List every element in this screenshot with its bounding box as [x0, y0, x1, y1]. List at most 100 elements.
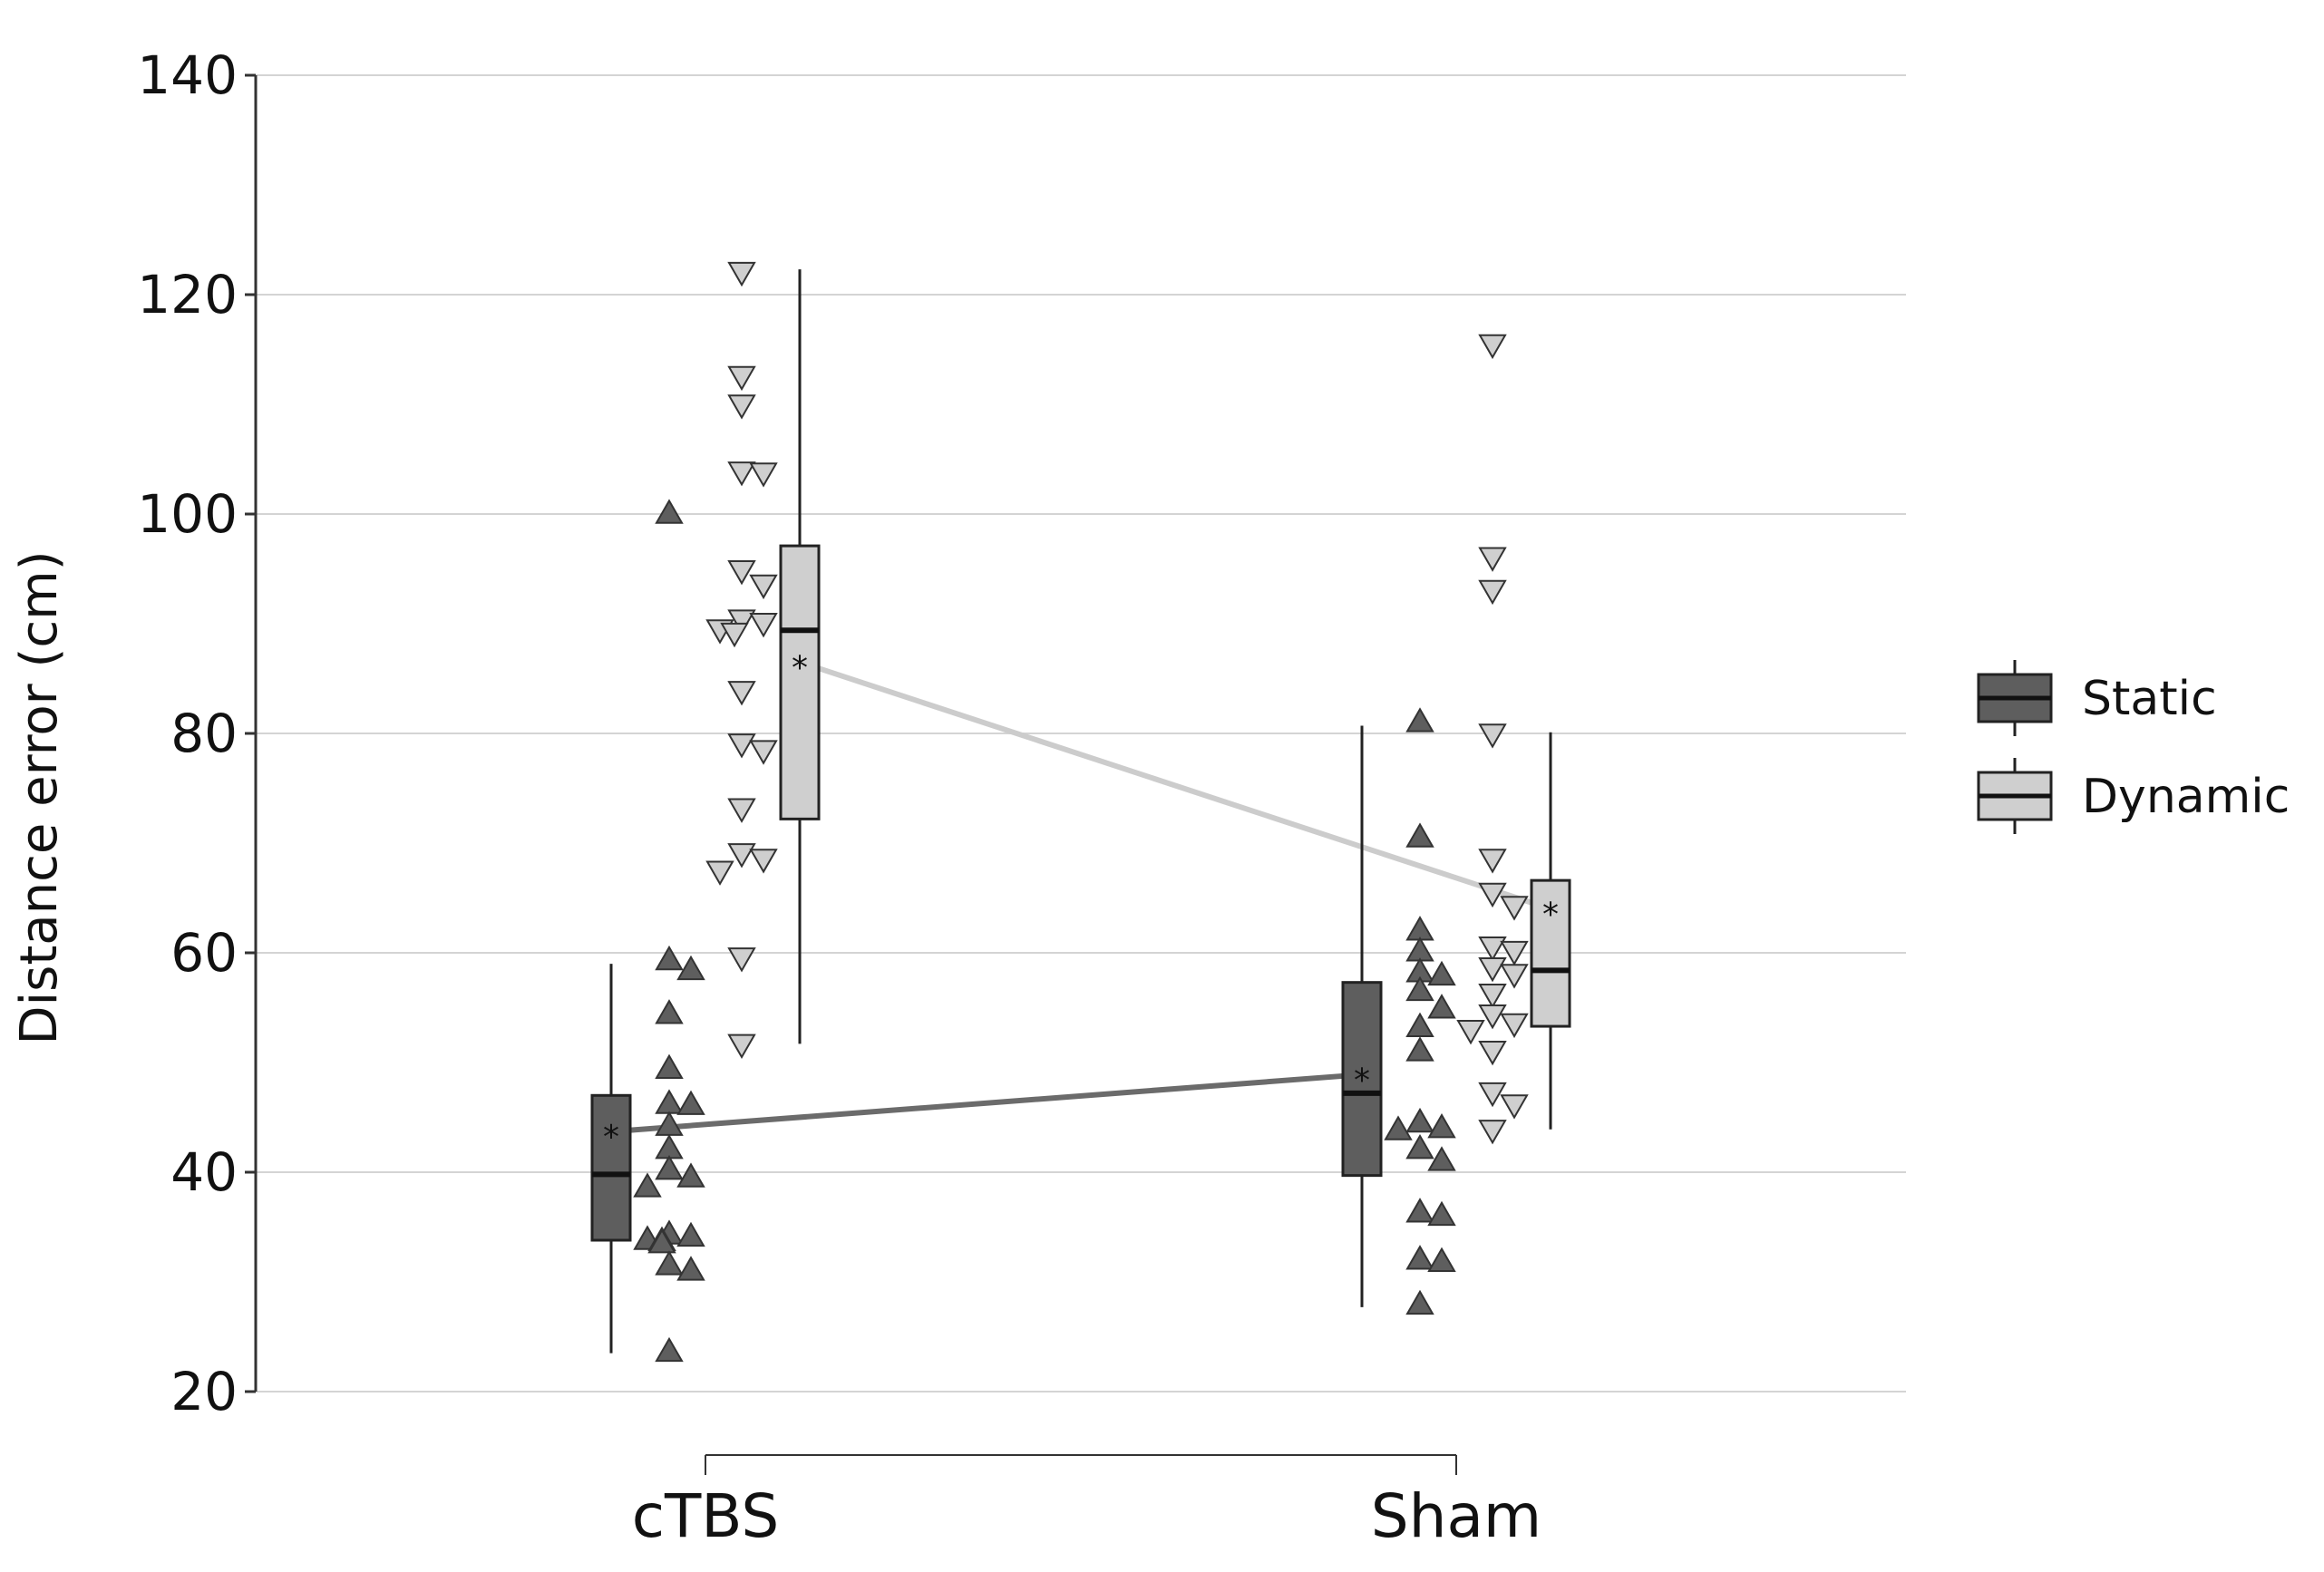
dynamic-data-point — [1478, 1082, 1507, 1108]
static-sham-box — [1341, 981, 1383, 1178]
static-data-point — [1405, 1036, 1434, 1062]
dynamic-data-point — [1478, 547, 1507, 572]
dynamic-data-point — [1478, 1004, 1507, 1030]
dynamic-data-point — [727, 947, 756, 973]
y-tick-label: 120 — [137, 264, 238, 325]
static-data-point — [655, 1250, 684, 1276]
static-data-point — [676, 955, 705, 981]
static-data-point — [676, 1221, 705, 1247]
gridlines — [256, 74, 1906, 1392]
static-sham-mean-marker: * — [1354, 1062, 1370, 1099]
static-ctbs-mean-marker: * — [603, 1119, 619, 1156]
dynamic-data-point — [727, 461, 756, 487]
static-data-point — [1405, 975, 1434, 1002]
static-data-point — [1405, 1133, 1434, 1160]
static-data-point — [1405, 822, 1434, 848]
dynamic-data-point — [1478, 936, 1507, 962]
dynamic-data-point — [727, 733, 756, 759]
static-data-point — [1405, 1198, 1434, 1223]
dynamic-data-point — [727, 798, 756, 823]
static-data-point — [1427, 1200, 1456, 1227]
static-data-point — [655, 1089, 684, 1114]
dynamic-sham-box — [1530, 878, 1571, 1028]
y-tick-label: 140 — [137, 44, 238, 106]
static-data-point — [1427, 994, 1456, 1019]
y-tick-label: 60 — [170, 922, 238, 984]
dynamic-data-point — [749, 613, 778, 638]
dynamic-data-point — [1478, 723, 1507, 749]
y-axis: 20 40 60 80 100 120 140 — [137, 44, 258, 1422]
dynamic-data-point — [720, 622, 749, 648]
static-data-point — [676, 1256, 705, 1281]
x-tick-label-sham: Sham — [1371, 1481, 1541, 1551]
dynamic-data-point — [727, 609, 756, 635]
static-data-point — [655, 1154, 684, 1180]
static-data-point — [633, 1172, 662, 1198]
dynamic-data-point — [1456, 1019, 1485, 1045]
static-data-point — [655, 999, 684, 1024]
static-data-point — [655, 1053, 684, 1080]
dynamic-data-point — [1478, 334, 1507, 360]
y-tick-label: 40 — [170, 1141, 238, 1203]
static-data-point — [1405, 1289, 1434, 1315]
dynamic-sham-mean-marker: * — [1542, 897, 1559, 934]
dynamic-data-point — [1478, 1120, 1507, 1145]
y-axis-title: Distance error (cm) — [10, 550, 69, 1044]
legend-label-dynamic: Dynamic — [2082, 770, 2290, 824]
x-axis: cTBS Sham — [632, 1454, 1541, 1551]
static-data-point — [1384, 1115, 1413, 1140]
dynamic-data-point — [727, 559, 756, 586]
dynamic-data-point — [727, 365, 756, 392]
dynamic-data-point — [1500, 940, 1529, 966]
data-points — [633, 261, 1529, 1363]
dynamic-data-point — [1478, 579, 1507, 606]
static-data-point — [1427, 1112, 1456, 1139]
dynamic-data-point — [705, 860, 734, 886]
dynamic-data-point — [1478, 882, 1507, 908]
dynamic-data-point — [1500, 964, 1529, 989]
dynamic-data-point — [1478, 984, 1507, 1009]
dynamic-ctbs-box — [779, 544, 821, 820]
static-data-point — [1405, 1245, 1434, 1270]
mean-trend-lines — [610, 659, 1551, 1135]
dynamic-data-point — [727, 1033, 756, 1060]
dynamic-data-point — [1478, 1040, 1507, 1066]
dynamic-data-point — [1500, 1013, 1529, 1039]
static-data-point — [655, 499, 684, 524]
static-data-point — [1427, 1247, 1456, 1272]
static-data-point — [655, 1336, 684, 1363]
dynamic-data-point — [749, 740, 778, 765]
static-data-point — [647, 1228, 676, 1254]
static-data-point — [676, 1090, 705, 1115]
static-data-point — [1427, 1146, 1456, 1171]
legend: Static Dynamic — [1977, 660, 2290, 834]
dynamic-data-point — [749, 462, 778, 488]
legend-label-static: Static — [2082, 672, 2217, 726]
dynamic-data-point — [727, 843, 756, 868]
dynamic-ctbs-mean-marker: * — [792, 649, 808, 686]
static-data-point — [1405, 916, 1434, 941]
x-tick-label-ctbs: cTBS — [632, 1481, 780, 1551]
dynamic-mean-line — [799, 659, 1551, 912]
dynamic-data-point — [727, 261, 756, 287]
static-data-point — [1427, 960, 1456, 986]
dynamic-data-point — [1478, 956, 1507, 983]
dynamic-data-point — [727, 394, 756, 420]
static-data-point — [1405, 1012, 1434, 1038]
y-tick-label: 100 — [137, 483, 238, 545]
static-data-point — [655, 1133, 684, 1160]
static-data-point — [1405, 707, 1434, 733]
box-glyphs: * * * * — [590, 269, 1571, 1354]
static-data-point — [655, 945, 684, 971]
static-ctbs-box — [590, 1093, 632, 1242]
dynamic-data-point — [727, 681, 756, 706]
dynamic-data-point — [1500, 1094, 1529, 1120]
y-tick-label: 20 — [170, 1361, 238, 1422]
dynamic-data-point — [749, 574, 778, 600]
static-data-point — [1405, 1107, 1434, 1133]
dynamic-data-point — [1478, 849, 1507, 874]
y-tick-label: 80 — [170, 703, 238, 764]
static-data-point — [1405, 936, 1434, 962]
dynamic-data-point — [1500, 896, 1529, 921]
